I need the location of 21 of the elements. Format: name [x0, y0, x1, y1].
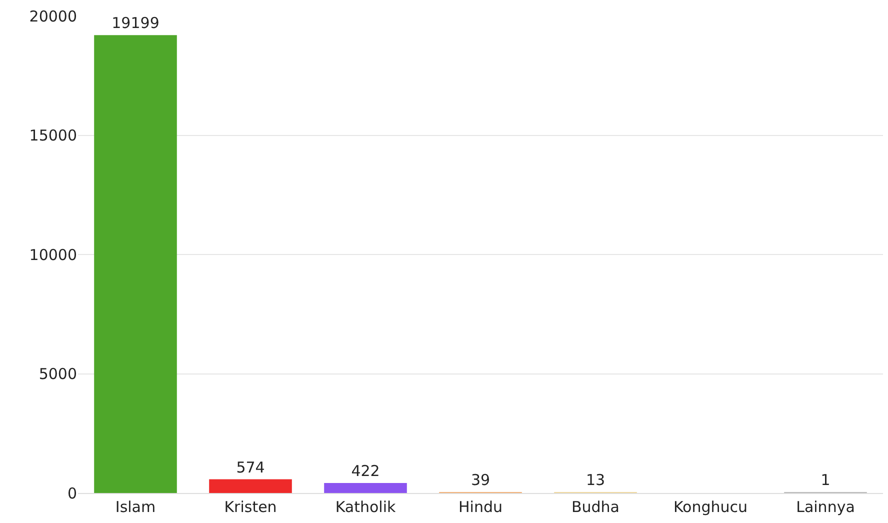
data-label: 13: [586, 471, 606, 489]
data-label: 422: [351, 462, 380, 480]
bar: [324, 482, 407, 493]
data-label: 1: [820, 471, 830, 489]
x-tick-label: Hindu: [458, 498, 502, 516]
x-tick-label: Lainnya: [796, 498, 855, 516]
bar: [209, 479, 292, 493]
y-tick-label: 0: [67, 484, 77, 502]
data-label: 19199: [112, 14, 160, 32]
x-tick-label: Kristen: [224, 498, 277, 516]
y-tick-label: 15000: [29, 126, 77, 144]
y-tick-label: 10000: [29, 246, 77, 264]
x-tick-label: Islam: [115, 498, 156, 516]
data-label: 574: [236, 458, 265, 476]
x-tick-label: Konghucu: [673, 498, 748, 516]
y-tick-label: 20000: [29, 7, 77, 26]
bar: [94, 35, 177, 493]
x-tick-label: Budha: [571, 498, 620, 516]
x-tick-label: Katholik: [335, 498, 396, 516]
data-label: 39: [470, 471, 490, 489]
y-tick-label: 5000: [38, 365, 77, 383]
